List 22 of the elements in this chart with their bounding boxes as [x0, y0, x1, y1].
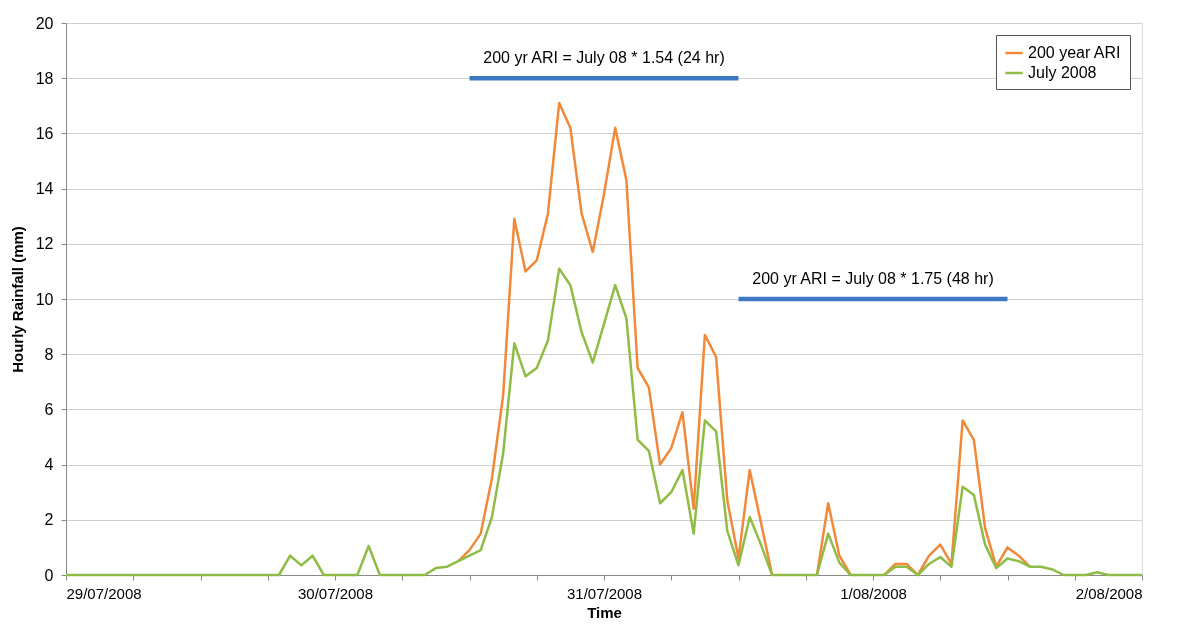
- y-tick-label: 20: [35, 14, 54, 32]
- legend-label: July 2008: [1028, 64, 1097, 81]
- x-axis-title: Time: [587, 603, 622, 621]
- x-tick-label: 31/07/2008: [566, 584, 643, 602]
- y-axis-title: Hourly Rainfall (mm): [8, 226, 26, 373]
- legend-label: 200 year ARI: [1028, 44, 1121, 61]
- y-tick-label: 0: [44, 566, 54, 584]
- y-tick-label: 4: [44, 456, 54, 474]
- y-tick-label: 6: [44, 400, 54, 418]
- x-tick-label: 29/07/2008: [66, 584, 142, 602]
- y-tick-label: 18: [35, 69, 54, 87]
- y-tick-label: 12: [35, 235, 54, 253]
- x-tick-label: 2/08/2008: [1075, 584, 1143, 602]
- annotation: 200 yr ARI = July 08 * 1.54 (24 hr): [483, 49, 725, 67]
- x-tick-label: 30/07/2008: [297, 584, 374, 602]
- annotation: 200 yr ARI = July 08 * 1.75 (48 hr): [752, 270, 994, 287]
- y-tick-label: 2: [44, 511, 54, 529]
- x-tick-label: 1/08/2008: [840, 584, 907, 602]
- y-tick-label: 10: [35, 290, 54, 308]
- y-tick-label: 8: [44, 345, 54, 363]
- y-tick-label: 16: [35, 124, 54, 142]
- y-tick-label: 14: [35, 180, 54, 198]
